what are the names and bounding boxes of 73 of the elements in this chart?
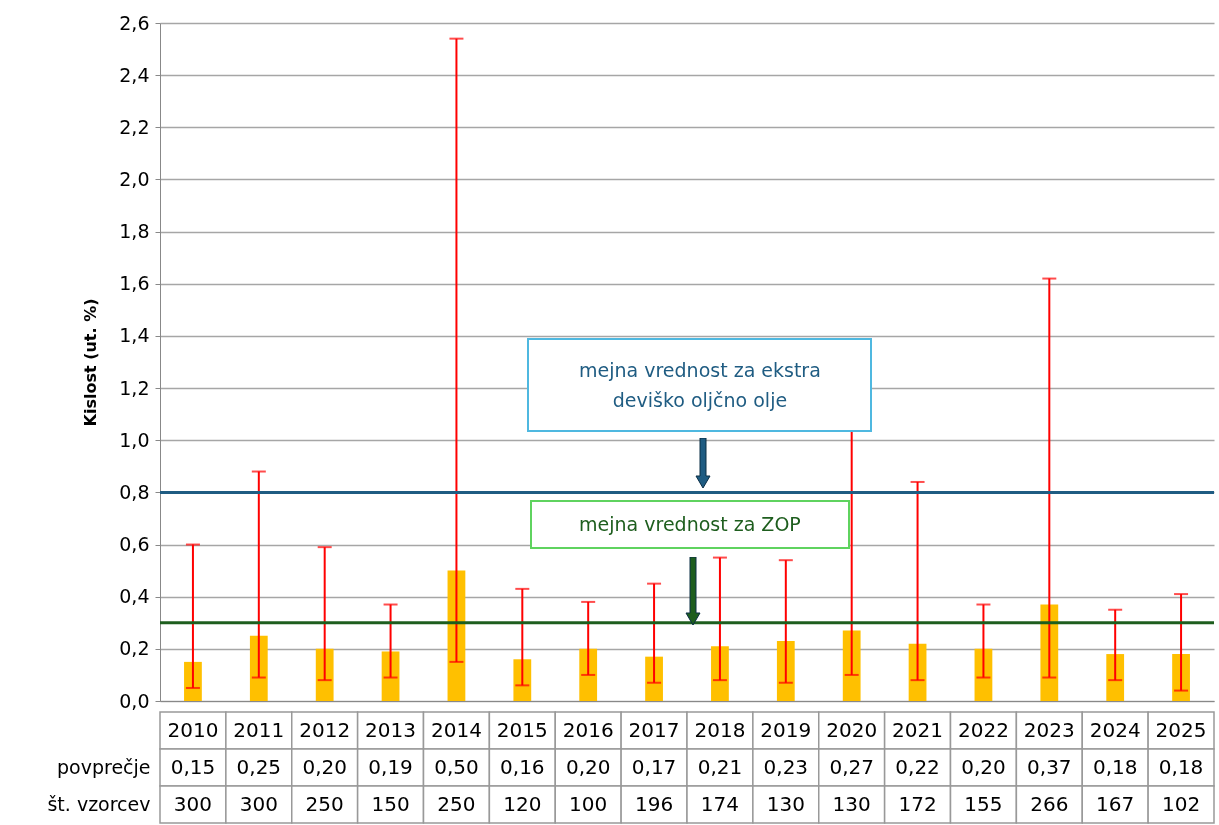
x-tick-label: 2019	[760, 717, 812, 742]
text: 196	[634, 791, 674, 816]
x-tick-label: 2014	[430, 717, 482, 742]
bar	[579, 648, 598, 701]
x-tick-label: 2017	[628, 717, 680, 742]
data-label: 0,25	[236, 754, 282, 779]
text: povprečje	[57, 755, 151, 778]
label-box: mejna vrednost za ZOP	[529, 499, 850, 549]
bar	[1106, 654, 1125, 701]
y-tick-label: 1,6	[119, 272, 150, 295]
label-box: mejna vrednost za ekstra deviško oljčno olje	[527, 338, 873, 433]
data-label: 0,16	[500, 754, 545, 779]
text: 100	[569, 791, 608, 816]
bar	[381, 651, 400, 701]
x-tick-label: 2023	[1023, 717, 1075, 742]
data-label: 0,23	[763, 754, 809, 779]
text: 250	[305, 791, 344, 816]
x-tick-label: 2020	[826, 717, 878, 742]
y-tick-label: 0,0	[119, 689, 150, 712]
bar	[974, 648, 993, 701]
x-tick-label: 2021	[892, 717, 944, 742]
text: 266	[1030, 791, 1069, 816]
x-tick-label: 2010	[167, 717, 219, 742]
y-tick-label: 0,6	[119, 533, 150, 556]
text: 172	[898, 791, 937, 816]
text: 250	[437, 791, 476, 816]
text: 155	[964, 791, 1003, 816]
text: 300	[239, 791, 278, 816]
data-label: 0,20	[302, 754, 347, 779]
data-label: 0,37	[1027, 754, 1072, 779]
y-tick-label: 0,8	[119, 480, 150, 503]
text: 102	[1161, 791, 1201, 816]
x-tick-label: 2015	[496, 717, 548, 742]
data-label: 0,21	[697, 754, 743, 779]
y-tick-label: 2,4	[119, 63, 150, 86]
text: 300	[173, 791, 213, 816]
data-label: 0,18	[1092, 754, 1138, 779]
x-tick-label: 2016	[562, 717, 614, 742]
y-tick-label: 2,0	[119, 167, 150, 190]
y-tick-label: 2,6	[119, 11, 150, 34]
x-tick-label: 2018	[694, 717, 746, 742]
y-tick-label: 1,8	[119, 220, 150, 243]
bar	[711, 646, 729, 701]
x-tick-label: 2024	[1089, 717, 1141, 742]
data-label: 0,18	[1158, 754, 1204, 779]
text: 120	[503, 791, 542, 816]
x-tick-label: 2025	[1155, 717, 1207, 742]
data-label: 0,20	[565, 754, 611, 779]
text: št. vzorcev	[47, 792, 151, 815]
y-tick-label: 1,2	[119, 376, 150, 399]
x-tick-label: 2012	[299, 717, 351, 742]
y-tick-label: 0,2	[119, 637, 150, 660]
data-label: 0,20	[961, 754, 1006, 779]
x-tick-label: 2011	[233, 717, 285, 742]
x-tick-label: 2022	[957, 717, 1009, 742]
data-label: 0,22	[895, 754, 940, 779]
y-tick-label: 1,0	[119, 428, 150, 451]
data-label: 0,19	[368, 754, 413, 779]
bar	[842, 630, 861, 701]
text: 130	[766, 791, 805, 816]
x-tick-label: 2013	[365, 717, 417, 742]
text: 130	[832, 791, 871, 816]
data-label: 0,17	[631, 754, 677, 779]
y-tick-label: 1,4	[119, 324, 150, 347]
y-tick-label: 2,2	[119, 115, 150, 138]
data-label: 0,27	[829, 754, 874, 779]
text: 150	[371, 791, 410, 816]
data-label: 0,50	[434, 754, 479, 779]
y-tick-label: 0,4	[119, 585, 150, 608]
data-label: 0,15	[170, 754, 216, 779]
y-axis-title: Kislost (ut. %)	[80, 298, 100, 427]
text: 174	[700, 791, 740, 816]
text: 167	[1096, 791, 1135, 816]
